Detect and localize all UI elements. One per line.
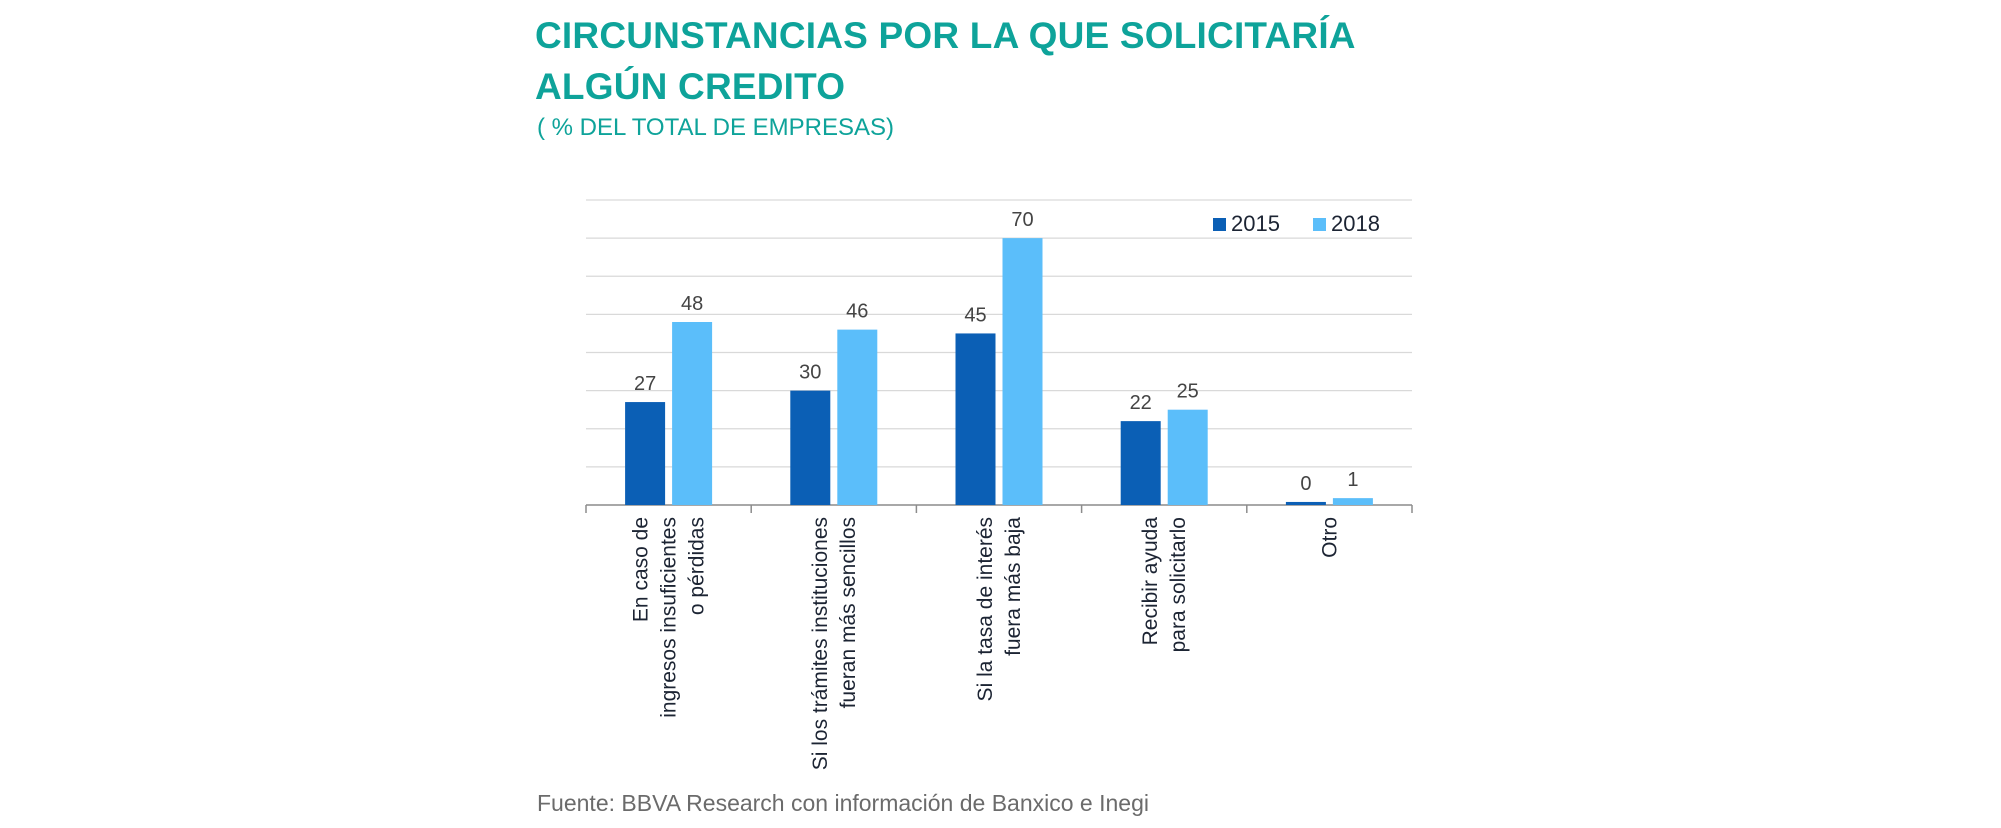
bar-2018	[837, 329, 878, 505]
category-label: Si la tasa de interés fuera más baja	[974, 517, 1025, 702]
legend-label-2018: 2018	[1331, 211, 1380, 236]
data-label-2018: 25	[1177, 381, 1199, 403]
data-label-2015: 0	[1300, 473, 1311, 495]
bar-2015	[1120, 421, 1161, 505]
category-label-line: Si los trámites instituciones	[809, 517, 832, 770]
bar-2015	[790, 390, 831, 505]
data-label-2018: 70	[1011, 209, 1033, 231]
legend-swatch-2015	[1213, 218, 1226, 231]
category-label-line: fuera más baja	[1002, 517, 1025, 656]
category-label: Otro	[1318, 517, 1341, 558]
chart-subtitle: ( % DEL TOTAL DE EMPRESAS)	[537, 114, 894, 141]
bar-2018	[1332, 498, 1373, 505]
bar-2018	[1167, 409, 1208, 505]
category-label: En caso de ingresos insuficientes o pérdid…	[630, 517, 709, 718]
category-label-line: Recibir ayuda	[1139, 517, 1162, 646]
category-label-line: para solicitarlo	[1167, 517, 1190, 652]
bar-2015	[625, 402, 666, 505]
category-label-line: o pérdidas	[686, 517, 709, 615]
category-label: Recibir ayuda para solicitarlo	[1139, 517, 1190, 653]
data-label-2015: 22	[1130, 392, 1152, 414]
source-note: Fuente: BBVA Research con información de…	[537, 790, 1149, 816]
category-label-line: En caso de	[630, 517, 653, 622]
bar-2015	[955, 333, 996, 505]
category-label-line: Si la tasa de interés	[974, 517, 997, 701]
data-label-2015: 27	[634, 373, 656, 395]
data-label-2018: 48	[681, 293, 703, 315]
category-label-line: fueran más sencillos	[837, 517, 860, 708]
bar-2015	[1285, 501, 1326, 505]
data-label-2018: 46	[846, 301, 868, 323]
legend-swatch-2018	[1313, 218, 1326, 231]
category-label-line: Otro	[1318, 517, 1341, 558]
data-label-2018: 1	[1347, 469, 1358, 491]
data-label-2015: 30	[799, 362, 821, 384]
bar-2018	[1002, 238, 1043, 505]
data-label-2015: 45	[964, 304, 986, 326]
legend-label-2015: 2015	[1231, 211, 1280, 236]
category-label: Si los trámites instituciones fueran más …	[809, 517, 860, 770]
chart-title: CIRCUNSTANCIAS POR LA QUE SOLICITARÍA AL…	[535, 15, 1355, 107]
bar-2018	[672, 322, 713, 505]
category-label-line: ingresos insuficientes	[658, 517, 681, 718]
